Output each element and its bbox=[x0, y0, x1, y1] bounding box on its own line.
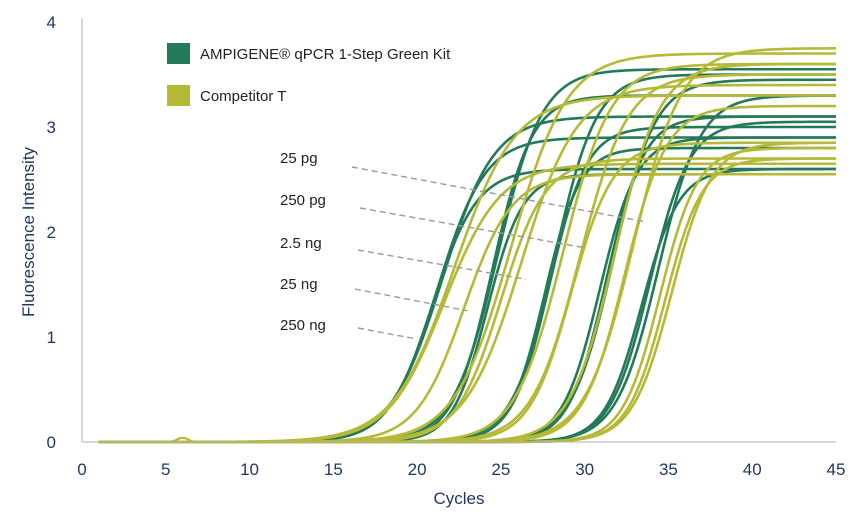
y-tick-label: 1 bbox=[47, 328, 56, 347]
x-tick-label: 15 bbox=[324, 460, 343, 479]
x-tick-label: 25 bbox=[491, 460, 510, 479]
x-tick-label: 5 bbox=[161, 460, 170, 479]
amplification-curve bbox=[98, 167, 836, 444]
annotation-lines-layer bbox=[351, 166, 644, 340]
y-tick-label: 0 bbox=[47, 433, 56, 452]
annotation-label-250-ng: 250 ng bbox=[280, 317, 326, 334]
amplification-curve bbox=[98, 62, 836, 444]
annotation-label-25-pg: 25 pg bbox=[280, 150, 318, 167]
legend: AMPIGENE® qPCR 1-Step Green Kit Competit… bbox=[167, 43, 451, 106]
x-tick-label: 35 bbox=[659, 460, 678, 479]
legend-swatch-competitor-t bbox=[167, 85, 190, 106]
annotation-labels: 25 pg 250 pg 2.5 ng 25 ng 250 ng bbox=[280, 150, 326, 334]
axes-layer bbox=[81, 18, 836, 443]
y-tick-label: 2 bbox=[47, 223, 56, 242]
legend-label-ampigene: AMPIGENE® qPCR 1-Step Green Kit bbox=[200, 46, 451, 63]
annotation-label-250-pg: 250 pg bbox=[280, 192, 326, 209]
amplification-curve bbox=[98, 62, 836, 444]
y-tick-label: 3 bbox=[47, 118, 56, 137]
annotation-leader-line bbox=[354, 288, 468, 312]
annotation-leader-line bbox=[359, 207, 585, 249]
amplification-curve bbox=[98, 167, 836, 444]
amplification-curve bbox=[98, 115, 836, 444]
x-tick-label: 40 bbox=[743, 460, 762, 479]
y-axis-title: Fluorescence Intensity bbox=[19, 146, 38, 317]
annotation-leader-line bbox=[357, 249, 527, 280]
x-tick-label: 0 bbox=[77, 460, 86, 479]
x-tick-labels: 0 5 10 15 20 25 30 35 40 45 bbox=[77, 460, 845, 479]
x-axis-title: Cycles bbox=[433, 489, 484, 508]
legend-label-competitor-t: Competitor T bbox=[200, 88, 286, 105]
annotation-label-25-ng: 25 ng bbox=[280, 276, 318, 293]
x-tick-label: 30 bbox=[575, 460, 594, 479]
annotation-leader-line bbox=[357, 327, 418, 340]
amplification-curve bbox=[98, 115, 836, 444]
y-tick-labels: 0 1 2 3 4 bbox=[47, 13, 56, 452]
curves-layer bbox=[98, 47, 837, 444]
x-tick-label: 20 bbox=[408, 460, 427, 479]
x-tick-label: 45 bbox=[827, 460, 846, 479]
y-tick-label: 4 bbox=[47, 13, 56, 32]
x-tick-label: 10 bbox=[240, 460, 259, 479]
legend-swatch-ampigene bbox=[167, 43, 190, 64]
annotation-label-2-5-ng: 2.5 ng bbox=[280, 235, 322, 252]
amplification-curve bbox=[98, 67, 836, 444]
